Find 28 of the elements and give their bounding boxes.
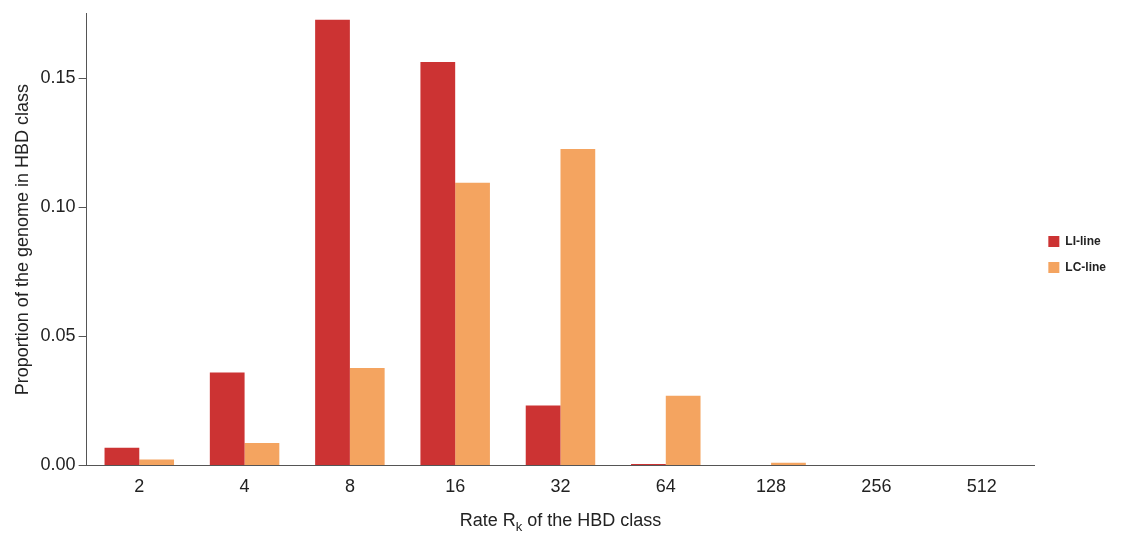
bar [244, 442, 280, 465]
bar [209, 372, 245, 465]
y-axis-title: Proportion of the genome in HBD class [11, 84, 32, 396]
y-tick-label: 0.05 [40, 325, 76, 346]
bar [560, 149, 596, 465]
x-tick-label: 2 [134, 476, 145, 497]
bar [349, 368, 385, 465]
bar [665, 395, 701, 465]
x-tick-label: 4 [239, 476, 250, 497]
x-tick-label: 128 [756, 476, 787, 497]
bar [139, 459, 175, 465]
bar [104, 447, 140, 465]
bar [455, 182, 490, 465]
x-tick-label: 16 [445, 476, 466, 497]
bar [771, 462, 806, 465]
legend-label: LI-line [1065, 233, 1101, 248]
x-tick-label: 8 [344, 476, 355, 497]
x-tick-label: 32 [550, 476, 571, 497]
y-tick-label: 0.10 [40, 196, 76, 217]
bar [315, 19, 350, 465]
y-tick-label: 0.00 [40, 454, 76, 475]
y-tick-label: 0.15 [40, 67, 76, 88]
legend-label: LC-line [1065, 259, 1107, 274]
x-tick-label: 256 [861, 476, 892, 497]
bar [525, 405, 561, 465]
x-tick-label: 64 [655, 476, 676, 497]
bar [420, 62, 456, 465]
x-tick-label: 512 [966, 476, 997, 497]
